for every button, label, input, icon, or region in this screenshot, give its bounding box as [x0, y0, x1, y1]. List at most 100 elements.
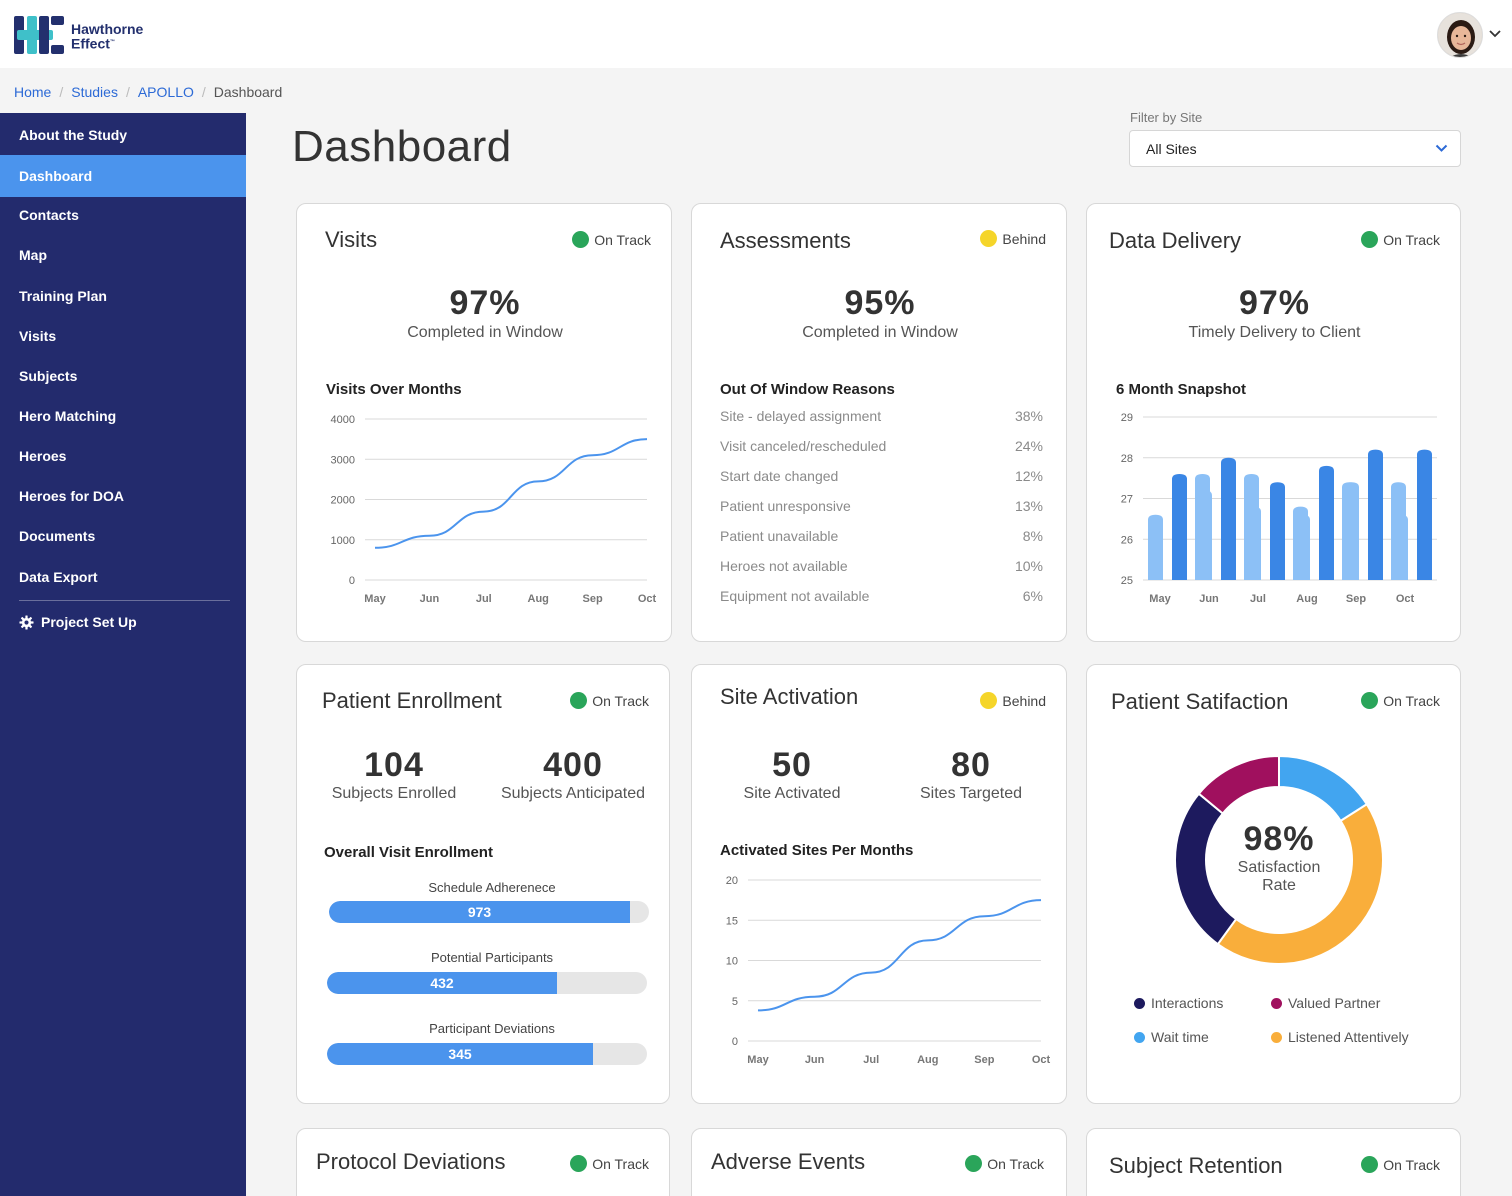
top-bar: Hawthorne Effect™	[0, 0, 1512, 68]
breadcrumb-home[interactable]: Home	[14, 84, 52, 100]
status-text: On Track	[592, 1155, 649, 1172]
status-badge: On Track	[570, 1155, 649, 1172]
bar	[1172, 474, 1187, 580]
subject-retention-card[interactable]: Subject Retention On Track	[1086, 1128, 1461, 1196]
progress-bar: 432	[327, 972, 647, 994]
sidebar-item-heroes-for-doa[interactable]: Heroes for DOA	[19, 488, 125, 504]
donut-slice	[1197, 754, 1280, 815]
series-line	[374, 438, 648, 549]
legend-dot-icon	[1271, 997, 1282, 1009]
metric-value: 104	[364, 746, 424, 784]
donut-slice	[1216, 802, 1384, 965]
metric-value: 97%	[449, 284, 521, 322]
sidebar-item-heroes[interactable]: Heroes	[19, 448, 67, 464]
x-tick-label: Sep	[583, 593, 603, 605]
reason-value: 38%	[1014, 408, 1043, 424]
sidebar-item-documents[interactable]: Documents	[19, 528, 96, 544]
x-tick-label: Aug	[917, 1054, 938, 1066]
brand-line-1: Hawthorne	[71, 21, 144, 37]
series-line	[757, 899, 1042, 1012]
x-tick-label: Sep	[1346, 593, 1366, 605]
sidebar-item-data-export[interactable]: Data Export	[19, 569, 98, 585]
legend-dot-icon	[1134, 997, 1145, 1009]
sidebar-item-training-plan[interactable]: Training Plan	[19, 288, 107, 304]
status-dot-icon	[572, 231, 590, 248]
sites-line-chart: 0 5 10 15 20 May Jun Jul Aug Sep Oct	[726, 875, 1051, 1066]
protocol-deviations-card[interactable]: Protocol Deviations On Track	[296, 1128, 670, 1196]
legend-label: Listened Attentively	[1288, 1029, 1409, 1045]
site-activation-card[interactable]: Site Activation Behind 50 Site Activated…	[691, 664, 1067, 1104]
user-avatar[interactable]	[1437, 12, 1483, 58]
avatar-photo-icon	[1438, 13, 1482, 57]
sidebar-item-visits[interactable]: Visits	[19, 328, 57, 344]
status-badge: On Track	[572, 231, 651, 248]
breadcrumb-separator: /	[59, 84, 64, 100]
legend-dot-icon	[1271, 1031, 1282, 1043]
reason-label: Site - delayed assignment	[720, 408, 882, 424]
reason-value: 13%	[1014, 498, 1043, 514]
list-item: Heroes not available 10%	[720, 558, 1043, 588]
card-title: Site Activation	[720, 684, 859, 709]
progress-fill	[327, 972, 557, 994]
bar	[1195, 474, 1210, 580]
chart-title: Activated Sites Per Months	[720, 842, 914, 859]
gear-icon	[19, 614, 34, 630]
breadcrumb-studies[interactable]: Studies	[71, 84, 118, 100]
sidebar-item-subjects[interactable]: Subjects	[19, 368, 78, 384]
y-tick-label: 10	[726, 956, 738, 968]
sidebar-item-map[interactable]: Map	[19, 247, 47, 263]
reason-label: Patient unresponsive	[720, 498, 851, 514]
status-dot-icon	[980, 230, 998, 247]
assessments-card[interactable]: Assessments Behind 95% Completed in Wind…	[691, 203, 1067, 642]
breadcrumb-apollo[interactable]: APOLLO	[137, 84, 194, 100]
status-dot-icon	[1361, 231, 1379, 248]
status-text: On Track	[594, 231, 651, 248]
patient-enrollment-card[interactable]: Patient Enrollment On Track 104 Subjects…	[296, 664, 670, 1104]
x-tick-label: Jun	[805, 1054, 825, 1066]
reason-label: Start date changed	[720, 468, 839, 484]
satisfaction-donut-chart	[1174, 754, 1384, 965]
list-item: Visit canceled/rescheduled 24%	[720, 438, 1043, 468]
card-title: Assessments	[720, 228, 851, 253]
status-text: Behind	[1002, 230, 1046, 247]
metric-label: Subjects Anticipated	[500, 785, 646, 802]
adverse-events-card[interactable]: Adverse Events On Track	[691, 1128, 1067, 1196]
x-tick-label: Jul	[1250, 593, 1266, 605]
x-tick-label: Aug	[1296, 593, 1317, 605]
brand-logo[interactable]: Hawthorne Effect™	[13, 14, 173, 56]
progress-value: 432	[430, 975, 454, 991]
x-tick-label: Jun	[1199, 593, 1219, 605]
card-title: Patient Enrollment	[322, 688, 502, 713]
bar	[1319, 465, 1334, 580]
sidebar-item-contacts[interactable]: Contacts	[19, 207, 79, 223]
visits-card[interactable]: Visits On Track 97% Completed in Window …	[296, 203, 672, 642]
reason-value: 24%	[1014, 438, 1043, 454]
card-title: Visits	[325, 227, 378, 252]
chevron-down-icon	[1435, 144, 1448, 152]
metric-value: 97%	[1238, 284, 1311, 322]
list-item: Site - delayed assignment 38%	[720, 408, 1043, 438]
sidebar-item-about-the-study[interactable]: About the Study	[19, 127, 128, 143]
sidebar-item-hero-matching[interactable]: Hero Matching	[19, 408, 117, 424]
sidebar-item-dashboard[interactable]: Dashboard	[0, 155, 246, 197]
legend-label: Valued Partner	[1288, 995, 1381, 1011]
patient-satisfaction-card[interactable]: Patient Satifaction On Track 98% Satisfa…	[1086, 664, 1461, 1104]
legend-item: Wait time	[1134, 1029, 1209, 1045]
x-tick-label: May	[364, 593, 386, 605]
chevron-down-icon[interactable]	[1488, 29, 1502, 39]
y-tick-label: 0	[349, 575, 355, 587]
legend-label: Wait time	[1151, 1029, 1209, 1045]
status-dot-icon	[570, 1155, 588, 1172]
card-title: Patient Satifaction	[1111, 689, 1289, 714]
progress-label: Participant Deviations	[429, 1021, 555, 1036]
filter-by-site-select[interactable]: All Sites	[1129, 130, 1461, 167]
y-tick-label: 4000	[331, 414, 355, 426]
sidebar-nav: About the Study Dashboard Contacts Map T…	[0, 113, 246, 1196]
reason-value: 8%	[1022, 528, 1043, 544]
sidebar-item-project-set-up[interactable]: Project Set Up	[0, 602, 246, 642]
y-tick-label: 1000	[331, 535, 355, 547]
data-delivery-card[interactable]: Data Delivery On Track 97% Timely Delive…	[1086, 203, 1461, 642]
y-tick-label: 25	[1121, 575, 1133, 587]
y-tick-label: 3000	[331, 454, 355, 466]
bar	[1417, 449, 1432, 580]
